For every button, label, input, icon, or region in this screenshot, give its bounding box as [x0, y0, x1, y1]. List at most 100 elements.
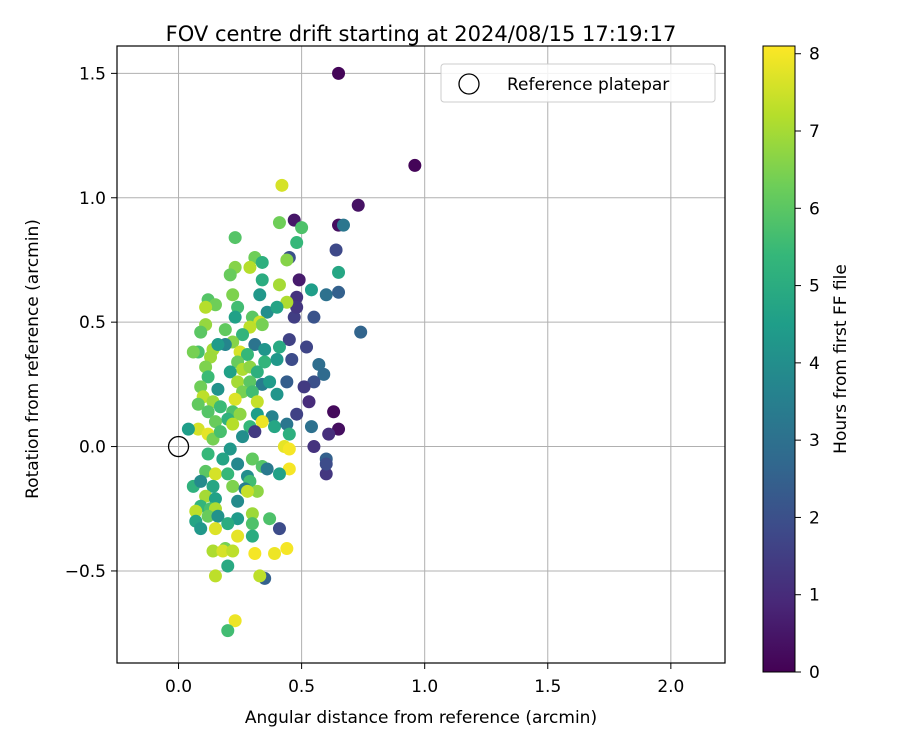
colorbar-tick-label: 5: [809, 277, 820, 297]
data-point: [354, 325, 368, 339]
data-point: [248, 547, 262, 561]
x-tick-label: 0.0: [165, 677, 192, 697]
x-tick-label: 1.5: [534, 677, 561, 697]
colorbar-label: Hours from first FF file: [831, 264, 851, 454]
y-tick-label: −0.5: [65, 562, 106, 582]
data-point: [253, 569, 267, 583]
data-point: [211, 338, 225, 352]
data-point: [245, 507, 259, 521]
data-point: [332, 422, 346, 436]
data-point: [287, 310, 301, 324]
data-point: [231, 512, 245, 526]
data-point: [211, 382, 225, 396]
x-tick-label: 2.0: [657, 677, 684, 697]
reference-platepar-marker: [167, 435, 190, 458]
data-point: [191, 422, 205, 436]
data-point: [240, 484, 254, 498]
data-point: [226, 288, 240, 302]
data-point: [280, 295, 294, 309]
data-point: [319, 467, 333, 481]
data-point: [213, 425, 227, 439]
data-point: [199, 464, 213, 478]
colorbar-tick-label: 7: [809, 122, 820, 142]
data-point: [194, 380, 208, 394]
data-point: [258, 355, 272, 369]
y-tick-label: 1.0: [79, 189, 106, 209]
data-point: [272, 467, 286, 481]
data-point: [226, 544, 240, 558]
data-point: [319, 288, 333, 302]
colorbar-tick-label: 1: [809, 586, 820, 606]
data-point: [255, 273, 269, 287]
x-axis-label: Angular distance from reference (arcmin): [245, 708, 597, 728]
data-point: [327, 405, 341, 419]
data-point: [186, 345, 200, 359]
data-point: [208, 492, 222, 506]
data-point: [236, 328, 250, 342]
colorbar-tick-label: 4: [809, 354, 820, 374]
data-point: [211, 509, 225, 523]
data-point: [250, 484, 264, 498]
data-point: [216, 544, 230, 558]
x-tick-label: 0.5: [288, 677, 315, 697]
y-tick-label: 1.5: [79, 64, 106, 84]
data-point: [272, 278, 286, 292]
data-point: [265, 410, 279, 424]
data-point: [282, 462, 296, 476]
data-point: [221, 467, 235, 481]
data-point: [213, 400, 227, 414]
colorbar-ticks: 0 1 2 3 4 5 6 7 8: [795, 45, 820, 683]
data-point: [228, 231, 242, 245]
data-point: [221, 559, 235, 573]
data-point: [253, 288, 267, 302]
data-point: [181, 422, 195, 436]
data-point: [245, 452, 259, 466]
data-point: [208, 569, 222, 583]
legend-marker-icon: [458, 73, 480, 95]
data-point: [194, 522, 208, 536]
data-point: [221, 624, 235, 638]
data-point: [263, 375, 277, 389]
data-point: [270, 352, 284, 366]
data-point: [194, 474, 208, 488]
data-point: [332, 285, 346, 299]
data-point: [228, 392, 242, 406]
data-point: [226, 479, 240, 493]
data-point: [189, 504, 203, 518]
data-point: [201, 405, 215, 419]
data-point: [233, 407, 247, 421]
data-point: [322, 427, 336, 441]
data-point: [221, 517, 235, 531]
data-point: [270, 387, 284, 401]
data-point: [228, 310, 242, 324]
data-point: [223, 442, 237, 456]
data-point: [272, 216, 286, 230]
data-point: [216, 452, 230, 466]
data-point: [255, 255, 269, 269]
data-point: [260, 462, 274, 476]
y-tick-label: 0.5: [79, 313, 106, 333]
y-tick-label: 0.0: [79, 438, 106, 458]
data-point: [245, 529, 259, 543]
data-point: [255, 415, 269, 429]
data-point: [332, 66, 346, 80]
data-point: [260, 305, 274, 319]
data-point: [231, 375, 245, 389]
data-point: [282, 442, 296, 456]
data-point: [255, 318, 269, 332]
data-point: [250, 395, 264, 409]
y-axis-ticks: −0.5 0.0 0.5 1.0 1.5: [65, 64, 117, 582]
data-point: [258, 343, 272, 357]
data-point: [199, 300, 213, 314]
data-point: [250, 365, 264, 379]
data-point: [351, 198, 365, 212]
data-point: [332, 265, 346, 279]
data-point: [295, 221, 309, 235]
data-point: [199, 360, 213, 374]
data-point: [280, 375, 294, 389]
data-point: [329, 243, 343, 257]
data-point: [280, 542, 294, 556]
legend: Reference platepar: [440, 63, 716, 103]
data-point: [228, 614, 242, 628]
